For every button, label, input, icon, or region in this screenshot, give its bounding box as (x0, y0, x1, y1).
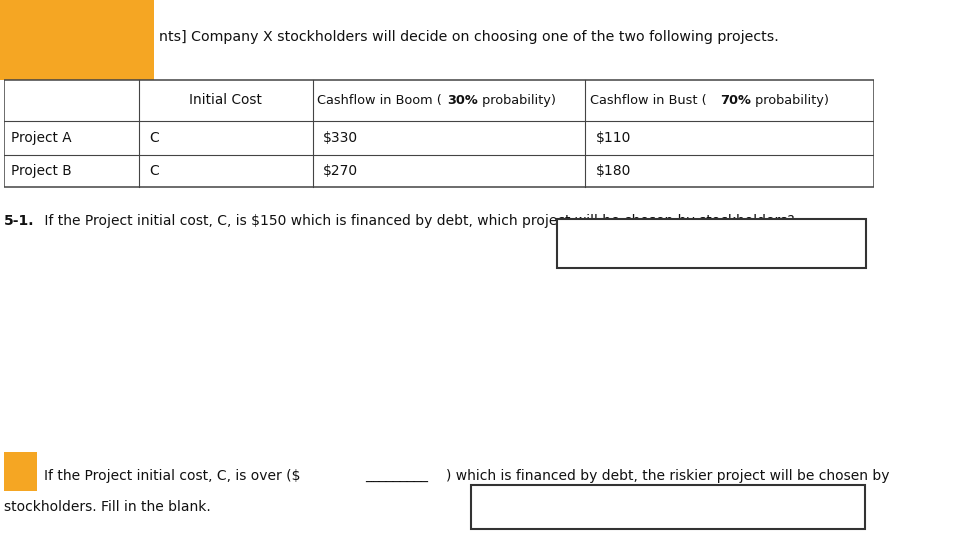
Text: probability): probability) (477, 94, 556, 107)
Bar (0, 0, 154, 80)
Text: stockholders. Fill in the blank.: stockholders. Fill in the blank. (4, 500, 211, 514)
Bar (556, 219, 864, 268)
Text: 5-1.: 5-1. (4, 214, 34, 228)
Text: $330: $330 (323, 131, 358, 145)
Text: probability): probability) (750, 94, 828, 107)
Text: Initial Cost: Initial Cost (189, 93, 262, 107)
Text: $180: $180 (595, 164, 630, 178)
Text: If the Project initial cost, C, is $150 which is financed by debt, which project: If the Project initial cost, C, is $150 … (40, 214, 794, 228)
Bar (471, 485, 863, 529)
Text: nts] Company X stockholders will decide on choosing one of the two following pro: nts] Company X stockholders will decide … (158, 30, 778, 44)
Text: _________: _________ (365, 469, 428, 483)
Text: Cashflow in Bust (: Cashflow in Bust ( (589, 94, 705, 107)
Text: $110: $110 (595, 131, 630, 145)
Text: C: C (149, 164, 158, 178)
Text: 30%: 30% (447, 94, 478, 107)
Text: ) which is financed by debt, the riskier project will be chosen by: ) which is financed by debt, the riskier… (445, 469, 888, 483)
Text: Cashflow in Boom (: Cashflow in Boom ( (316, 94, 441, 107)
Text: 70%: 70% (720, 94, 750, 107)
Text: Project A: Project A (10, 131, 71, 145)
Text: C: C (149, 131, 158, 145)
Bar (4, 80, 873, 188)
Text: $: $ (484, 499, 493, 514)
Text: If the Project initial cost, C, is over ($: If the Project initial cost, C, is over … (44, 469, 300, 483)
Text: $270: $270 (323, 164, 358, 178)
Bar (4, 452, 37, 491)
Text: Project B: Project B (10, 164, 71, 178)
